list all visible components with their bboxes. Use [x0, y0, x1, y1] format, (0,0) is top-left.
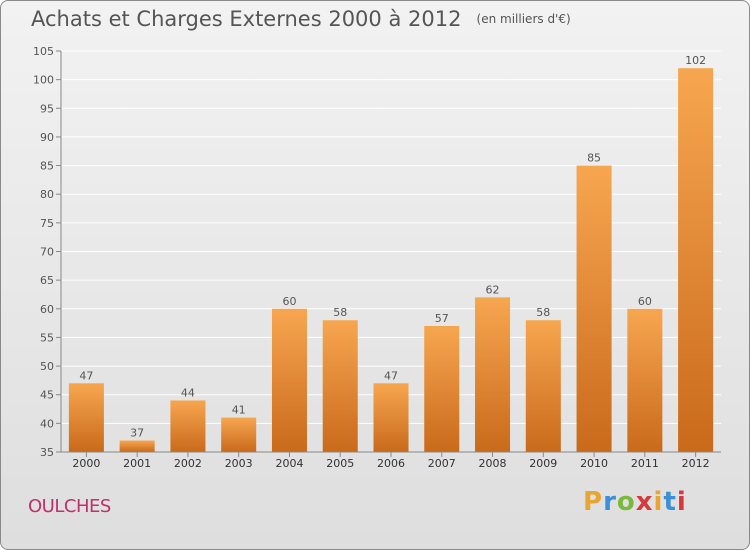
x-tick-label: 2009: [529, 457, 557, 470]
x-tick-label: 2008: [479, 457, 507, 470]
logo-letter: t: [663, 487, 677, 517]
bar-value-label: 47: [79, 369, 93, 382]
bar-value-label: 37: [130, 427, 144, 440]
y-tick-label: 100: [33, 74, 54, 87]
x-tick-label: 2002: [174, 457, 202, 470]
y-tick-label: 65: [40, 274, 54, 287]
y-tick-label: 85: [40, 160, 54, 173]
bar-2005: [322, 320, 358, 452]
y-tick-label: 70: [40, 246, 54, 259]
y-tick-label: 50: [40, 360, 54, 373]
logo-letter: i: [653, 487, 664, 517]
bar-value-label: 60: [638, 295, 652, 308]
bar-value-label: 57: [435, 312, 449, 325]
logo-letter: r: [603, 487, 617, 517]
bar-value-label: 85: [587, 152, 601, 165]
bar-value-label: 44: [181, 386, 195, 399]
y-tick-label: 60: [40, 303, 54, 316]
bar-2011: [627, 308, 663, 452]
commune-name: OULCHES: [28, 496, 111, 517]
y-tick-label: 90: [40, 131, 54, 144]
x-tick-label: 2003: [225, 457, 253, 470]
y-tick-label: 75: [40, 217, 54, 230]
chart-title: Achats et Charges Externes 2000 à 2012: [31, 7, 462, 31]
bars: 47 37 44 41 60 58 47 57 62 58 85 60 102: [68, 54, 714, 453]
x-tick-label: 2006: [377, 457, 405, 470]
bar-2002: [170, 400, 206, 452]
title-row: Achats et Charges Externes 2000 à 2012 (…: [31, 7, 571, 31]
x-tick-label: 2010: [580, 457, 608, 470]
bar-value-label: 102: [685, 54, 706, 67]
y-tick-label: 105: [33, 45, 54, 58]
x-tick-label: 2000: [72, 457, 100, 470]
x-tick-label: 2012: [682, 457, 710, 470]
logo-letter: o: [616, 487, 636, 517]
bar-2003: [221, 417, 257, 452]
logo-letter: x: [635, 487, 654, 517]
x-tick-label: 2011: [631, 457, 659, 470]
logo-letter: P: [583, 487, 604, 517]
y-tick-label: 80: [40, 188, 54, 201]
logo-letter: i: [676, 487, 687, 517]
y-tick-label: 55: [40, 331, 54, 344]
x-tick-label: 2001: [123, 457, 151, 470]
x-tick-label: 2004: [275, 457, 303, 470]
bar-2004: [271, 308, 307, 452]
bar-value-label: 62: [486, 283, 500, 296]
y-tick-label: 95: [40, 102, 54, 115]
bar-value-label: 58: [536, 306, 550, 319]
y-tick-label: 45: [40, 389, 54, 402]
bar-2006: [373, 383, 409, 452]
bar-value-label: 58: [333, 306, 347, 319]
axes: 35 40 45 50 55 60 65 70 75 80 85 90 95 100 105 2000 2001…: [33, 45, 721, 470]
bar-2010: [576, 165, 612, 453]
y-tick-label: 35: [40, 446, 54, 459]
chart-unit: (en milliers d'€): [476, 12, 571, 26]
bar-2000: [68, 383, 104, 452]
bar-2008: [475, 297, 511, 452]
bar-value-label: 41: [232, 404, 246, 417]
bar-2001: [119, 440, 155, 452]
bar-2012: [678, 68, 714, 452]
proxiti-logo: Proxiti: [583, 487, 687, 517]
bar-value-label: 60: [282, 295, 296, 308]
x-tick-label: 2007: [428, 457, 456, 470]
x-tick-label: 2005: [326, 457, 354, 470]
bar-value-label: 47: [384, 369, 398, 382]
bar-2007: [424, 325, 460, 452]
y-tick-label: 40: [40, 417, 54, 430]
bar-2009: [525, 320, 561, 452]
